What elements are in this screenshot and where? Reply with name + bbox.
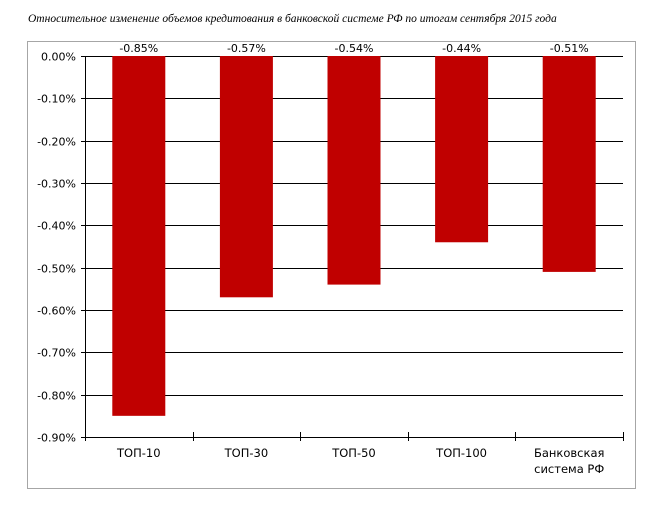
x-tick-label: ТОП-30 <box>224 446 269 460</box>
y-tick-label: -0.20% <box>37 136 76 149</box>
y-tick-label: -0.50% <box>37 263 76 276</box>
bar <box>435 56 489 243</box>
x-tick-label-line: Банковская <box>534 446 604 460</box>
bar <box>219 56 273 298</box>
data-label: -0.85% <box>119 42 158 55</box>
y-tick-label: -0.80% <box>37 390 76 403</box>
bar <box>112 56 166 416</box>
y-tick-label: -0.60% <box>37 305 76 318</box>
data-label: -0.57% <box>227 42 266 55</box>
x-tick-label-line: ТОП-30 <box>224 446 269 460</box>
x-tick-label: ТОП-50 <box>331 446 376 460</box>
y-tick-label: -0.70% <box>37 347 76 360</box>
x-tick-label-line: ТОП-100 <box>435 446 487 460</box>
data-label: -0.51% <box>550 42 589 55</box>
x-tick-label-line: ТОП-10 <box>116 446 161 460</box>
y-tick-label: -0.40% <box>37 220 76 233</box>
x-tick-label-line: ТОП-50 <box>331 446 376 460</box>
x-tick-label: Банковская система РФ <box>534 446 604 476</box>
bar <box>327 56 381 285</box>
data-label: -0.54% <box>335 42 374 55</box>
y-tick-label: -0.30% <box>37 178 76 191</box>
y-tick-label: -0.90% <box>37 432 76 445</box>
x-tick-label: ТОП-100 <box>435 446 487 460</box>
y-tick-label: -0.10% <box>37 93 76 106</box>
x-tick-label: ТОП-10 <box>116 446 161 460</box>
bar <box>542 56 596 272</box>
data-label: -0.44% <box>442 42 481 55</box>
chart-title: Относительное изменение объемов кредитов… <box>28 13 557 25</box>
x-tick-label-line: система РФ <box>534 462 604 476</box>
chart-frame <box>27 41 636 489</box>
y-tick-label: 0.00% <box>41 51 76 64</box>
